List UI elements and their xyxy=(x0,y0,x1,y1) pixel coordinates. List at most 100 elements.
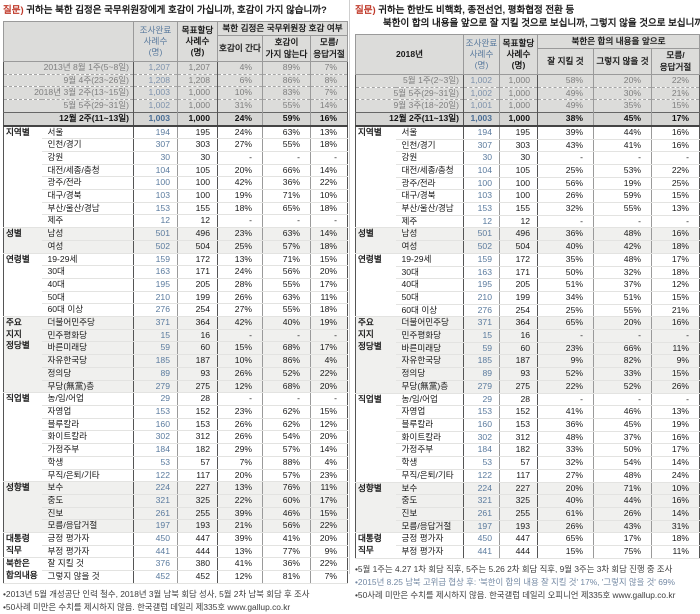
cell-answer-3: 7% xyxy=(310,61,348,75)
subgroup-label: 30대 xyxy=(395,266,464,280)
category-label-cell: 대통령 직무 xyxy=(3,532,42,559)
cell-target-sample: 193 xyxy=(499,520,538,534)
cell-answer-3: 17% xyxy=(310,494,348,508)
cell-target-sample: 171 xyxy=(499,266,538,280)
demographic-row: 광주/전라 100 100 56% 19% 25% xyxy=(356,177,700,191)
cell-answer-1: 13% xyxy=(217,545,263,559)
cell-target-sample: 152 xyxy=(499,405,538,419)
cell-target-sample: 60 xyxy=(177,341,218,356)
subgroup-label: 대구/경북 xyxy=(41,189,134,203)
cell-answer-1: 26% xyxy=(217,418,263,432)
question-line: 질문) 귀하는 북한 김정은 국무위원장에게 호감이 가십니까, 호감이 가지 … xyxy=(3,4,347,17)
cell-answer-1: 27% xyxy=(217,138,263,152)
cell-answer-1: 22% xyxy=(537,380,594,394)
cell-answer-1: 50% xyxy=(537,266,594,280)
demographic-row: 대통령 직무 긍정 평가자 450 447 65% 17% 18% xyxy=(355,532,700,559)
cell-target-sample: 182 xyxy=(177,443,218,457)
cell-answer-3: 18% xyxy=(651,240,700,254)
cell-completed-sample: 194 xyxy=(463,125,500,140)
cell-answer-3: - xyxy=(310,392,348,406)
cell-completed-sample: 89 xyxy=(133,367,178,381)
header-text-line: 호감이 간다 xyxy=(219,42,261,53)
cell-target-sample: 1,000 xyxy=(499,99,538,114)
cell-completed-sample: 122 xyxy=(463,469,500,483)
cell-completed-sample: 1,002 xyxy=(133,99,178,113)
cell-target-sample: 100 xyxy=(177,176,218,191)
cell-target-sample: 105 xyxy=(499,164,538,178)
cell-completed-sample: 197 xyxy=(463,520,500,534)
cell-answer-1: 35% xyxy=(537,252,594,267)
header-row-top: 조사완료 사례수 (명) 목표할당 사례수 (명) 북한 김정은 국무위원장 호감 여부 xyxy=(3,21,349,62)
cell-completed-sample: 224 xyxy=(463,481,500,496)
header-text-line: 대통령 xyxy=(358,533,382,544)
cell-answer-2: 26% xyxy=(593,507,652,521)
cell-answer-1: 26% xyxy=(217,430,263,445)
demographic-row: 북한은 합의내용 잘 지킬 것 376 380 41% 36% 22% xyxy=(3,557,348,584)
demographic-row: 모름/응답거절 197 193 26% 43% 31% xyxy=(356,520,700,534)
cell-completed-sample: 185 xyxy=(463,354,500,369)
cell-answer-3: 11% xyxy=(651,545,700,559)
header-text-line: 연령별 xyxy=(358,253,382,264)
cell-completed-sample: 1,003 xyxy=(463,112,500,127)
date-row: 9월 4주(23~26일) 1,208 1,208 6% 86% 8% xyxy=(3,74,348,88)
cell-answer-1: 49% xyxy=(537,99,594,114)
cell-answer-2: 37% xyxy=(593,278,652,292)
cell-answer-1: 42% xyxy=(217,176,263,191)
cell-answer-1: 9% xyxy=(537,354,594,369)
cell-target-sample: 275 xyxy=(177,380,218,394)
subgroup-label: 더불어민주당 xyxy=(395,316,464,331)
cell-answer-3: 14% xyxy=(310,443,348,457)
cell-target-sample: 1,207 xyxy=(177,61,218,75)
cell-target-sample: 12 xyxy=(499,215,538,229)
cell-completed-sample: 53 xyxy=(463,456,500,470)
header-answer-1: 잘 지킬 것 xyxy=(537,48,594,75)
cell-answer-1: 31% xyxy=(217,99,263,113)
cell-answer-1: 40% xyxy=(537,240,594,254)
cell-completed-sample: 104 xyxy=(463,164,500,178)
cell-answer-3: 22% xyxy=(651,74,700,88)
cell-answer-2: 50% xyxy=(593,443,652,458)
subgroup-label: 50대 xyxy=(41,291,134,305)
cell-answer-2: 71% xyxy=(262,252,311,267)
demographic-row: 대전/세종/충청 104 105 20% 66% 14% xyxy=(4,164,348,178)
cell-target-sample: 93 xyxy=(499,367,538,381)
cell-answer-2: 55% xyxy=(262,138,311,152)
cell-completed-sample: 153 xyxy=(463,202,500,216)
category-label-cell: 직업별 xyxy=(3,392,42,483)
cell-answer-3: 22% xyxy=(310,367,348,381)
cell-completed-sample: 371 xyxy=(133,316,178,330)
cell-answer-1: 33% xyxy=(537,443,594,458)
cell-answer-2: 68% xyxy=(262,380,311,394)
cell-completed-sample: 153 xyxy=(463,405,500,419)
subgroup-label: 보수 xyxy=(41,481,134,495)
subgroup-label: 민주평화당 xyxy=(395,329,464,343)
cell-answer-1: 41% xyxy=(537,405,594,419)
subgroup-label: 60대 이상 xyxy=(41,303,134,318)
demographic-row: 30대 163 171 50% 32% 18% xyxy=(356,266,700,280)
subgroup-label: 30대 xyxy=(41,265,134,279)
demographic-row: 블루칼라 160 153 36% 45% 19% xyxy=(356,418,700,432)
demographic-row: 강원 30 30- - - xyxy=(356,151,700,165)
cell-completed-sample: 30 xyxy=(133,151,178,165)
header-row-answers: 호감이 간다 호감이 가지 않는다 모름/응답거절 xyxy=(4,35,349,62)
cell-answer-1: 32% xyxy=(537,202,594,216)
demographic-row: 자유한국당 185 187 9% 82% 9% xyxy=(356,354,700,369)
cell-target-sample: 1,000 xyxy=(177,99,218,113)
cell-completed-sample: 1,208 xyxy=(133,74,178,88)
cell-answer-3: 14% xyxy=(651,456,700,470)
cell-answer-2: 62% xyxy=(262,418,311,432)
table-header: 조사완료 사례수 (명) 목표할당 사례수 (명) 북한 김정은 국무위원장 호감 여부 호감… xyxy=(3,21,349,62)
question-line: 질문) 귀하는 한반도 비핵화, 종전선언, 평화협정 전환 등 xyxy=(355,4,700,17)
cell-answer-1: 32% xyxy=(537,456,594,470)
cell-answer-1: 58% xyxy=(537,74,594,88)
header-text-line: 사례수 xyxy=(469,49,494,59)
subgroup-label: 바른미래당 xyxy=(395,342,464,356)
cell-answer-3: - xyxy=(651,215,700,229)
cell-completed-sample: 12 xyxy=(133,214,178,229)
cell-answer-3: 16% xyxy=(310,111,348,127)
category-label-cell: 성향별 xyxy=(3,481,42,534)
demographic-row: 직업별 농/임/어업 29 28- - - xyxy=(355,392,700,483)
cell-completed-sample: 153 xyxy=(133,202,178,216)
footnote-line: •5월 1주는 4.27 1차 회담 직후, 5주는 5.26 2차 회담 직후… xyxy=(355,563,673,574)
cell-completed-sample: 59 xyxy=(463,342,500,356)
